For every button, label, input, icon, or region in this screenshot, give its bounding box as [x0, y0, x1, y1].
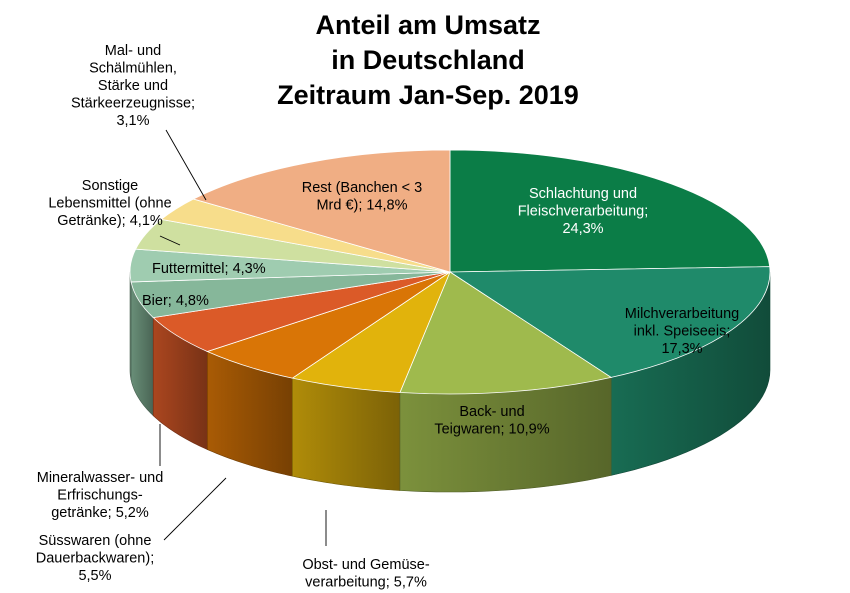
slice-label: Mineralwasser- und Erfrischungs-getränke;…	[37, 470, 164, 521]
slice-label: Süsswaren (ohne Dauerbackwaren); 5,5%	[36, 533, 154, 584]
slice-label: Rest (Banchen < 3 Mrd €); 14,8%	[302, 180, 423, 214]
leader-line	[159, 235, 181, 246]
slice-label-line: Mrd €); 14,8%	[316, 198, 407, 214]
slice-label: Milchverarbeitung inkl. Speiseeis; 17,3%	[625, 306, 739, 357]
pie-side-wall	[292, 377, 401, 491]
chart-title-line: Zeitraum Jan-Sep. 2019	[277, 80, 579, 110]
slice-label-line: 24,3%	[562, 221, 603, 237]
slice-label-line: 17,3%	[661, 341, 702, 357]
slice-label-line: Getränke); 4,1%	[57, 213, 163, 229]
slice-label-line: Stärkeerzeugnisse;	[71, 96, 195, 112]
slice-label-line: Bier; 4,8%	[142, 293, 209, 309]
slice-label: Futtermittel; 4,3%	[152, 261, 266, 277]
slice-label: Back- und Teigwaren; 10,9%	[434, 404, 549, 438]
slice-label-line: Sonstige	[82, 178, 138, 194]
chart-title: Anteil am Umsatz in Deutschland Zeitraum…	[277, 10, 579, 110]
pie-side-walls	[129, 271, 771, 493]
slice-label-line: 5,5%	[78, 568, 111, 584]
slice-label: Schlachtung und Fleischverarbeitung; 24,3%	[518, 186, 649, 237]
slice-label-line: getränke; 5,2%	[51, 505, 149, 521]
slice-label-line: inkl. Speiseeis;	[634, 324, 731, 340]
slice-label-line: Lebensmittel (ohne	[48, 196, 171, 212]
leader-line	[163, 477, 227, 541]
slice-label-line: Obst- und Gemüse-	[302, 557, 429, 573]
leader-line	[165, 129, 207, 201]
slice-label-line: Stärke und	[98, 78, 168, 94]
slice-label: Sonstige Lebensmittel (ohne Getränke); 4,1…	[48, 178, 171, 229]
slice-label-line: Futtermittel; 4,3%	[152, 261, 266, 277]
slice-label-line: Schälmühlen,	[89, 61, 177, 77]
slice-labels: Schlachtung und Fleischverarbeitung; 24,3%…	[36, 43, 739, 591]
slice-label-line: Dauerbackwaren);	[36, 551, 154, 567]
slice-label-line: Erfrischungs-	[57, 488, 143, 504]
slice-label-line: verarbeitung; 5,7%	[305, 575, 427, 591]
slice-label-line: Teigwaren; 10,9%	[434, 422, 549, 438]
chart-title-line: Anteil am Umsatz	[315, 10, 540, 40]
leader-lines	[159, 129, 327, 546]
slice-label-line: Milchverarbeitung	[625, 306, 739, 322]
slice-label-line: Schlachtung und	[529, 186, 637, 202]
chart-title-line: in Deutschland	[331, 45, 525, 75]
slice-label: Mal- und Schälmühlen, Stärke und Stärkeerze…	[71, 43, 195, 129]
slice-label-line: Fleischverarbeitung;	[518, 204, 649, 220]
pie-slice	[399, 271, 613, 395]
pie-slice	[449, 149, 771, 273]
slice-label-line: Rest (Banchen < 3	[302, 180, 423, 196]
slice-label-line: Back- und	[459, 404, 524, 420]
slice-label: Obst- und Gemüse-verarbeitung; 5,7%	[302, 557, 429, 591]
pie-top-faces	[129, 149, 771, 395]
slice-label-line: Mal- und	[105, 43, 161, 59]
pie-slice	[448, 266, 771, 378]
slice-label-line: Mineralwasser- und	[37, 470, 164, 486]
pie-slice	[192, 149, 451, 273]
slice-label-line: 3,1%	[116, 113, 149, 129]
slice-label: Bier; 4,8%	[142, 293, 209, 309]
slice-label-line: Süsswaren (ohne	[39, 533, 152, 549]
